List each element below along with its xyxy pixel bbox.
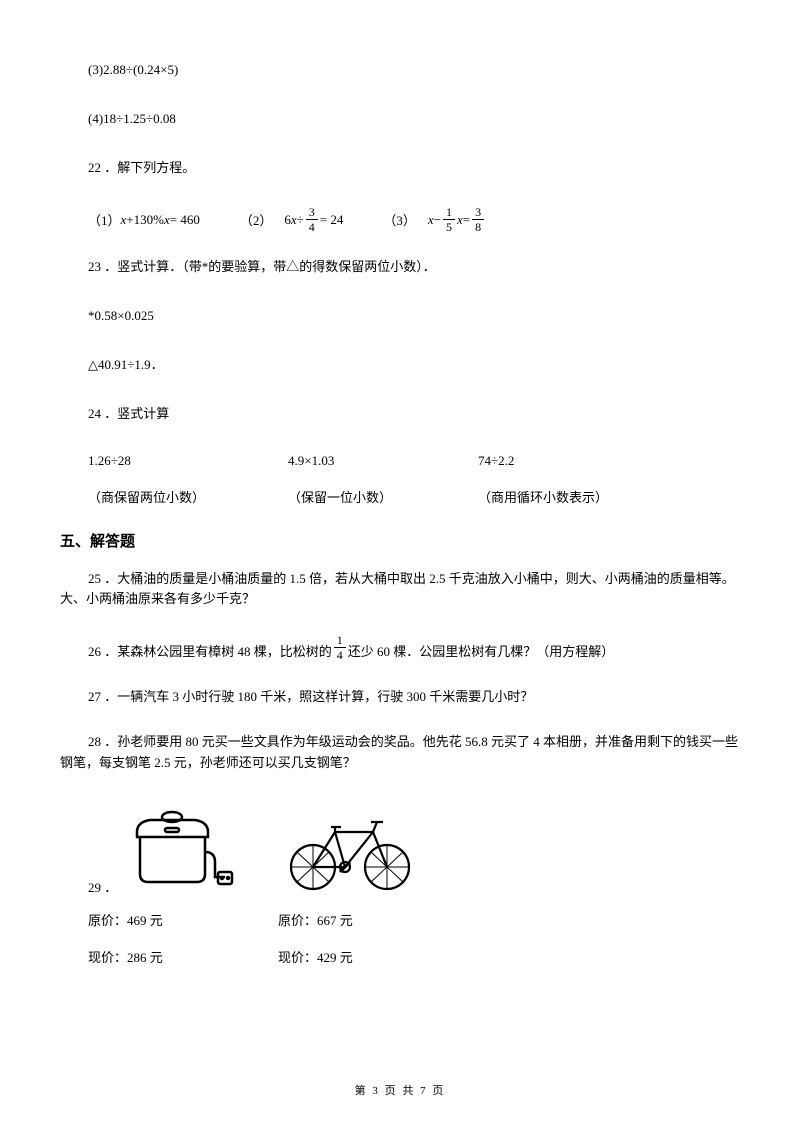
q24-problems: 1.26÷28 4.9×1.03 74÷2.2 <box>88 453 740 469</box>
orig-price-2: 原价：667 元 <box>278 910 353 929</box>
question-27: 27 ．一辆汽车 3 小时行驶 180 千米，照这样计算，行驶 300 千米需要… <box>88 687 740 708</box>
q26-frac: 1 4 <box>334 634 346 661</box>
q23-a: *0.58×0.025 <box>88 306 740 327</box>
q23-b: △40.91÷1.9． <box>88 355 740 376</box>
section-5-title: 五、解答题 <box>60 530 740 551</box>
problem-4: (4)18÷1.25÷0.08 <box>88 109 740 130</box>
page-footer: 第 3 页 共 7 页 <box>0 1082 800 1098</box>
eq2-frac: 3 4 <box>306 206 318 233</box>
eq2-prefix: （2） <box>240 210 273 229</box>
eq3: （3） x − 1 5 x = 3 8 <box>383 206 486 233</box>
question-26: 26 ．某森林公园里有樟树 48 棵，比松树的 1 4 还少 60 棵．公园里松… <box>88 634 740 663</box>
eq3-frac1: 1 5 <box>443 206 455 233</box>
eq3-f2-den: 8 <box>472 220 484 233</box>
question-24: 24 ．竖式计算 <box>88 404 740 425</box>
q24-c: 74÷2.2 <box>478 453 514 469</box>
eq1-rhs: = 460 <box>170 212 200 228</box>
problem-3: (3)2.88÷(0.24×5) <box>88 60 740 81</box>
eq3-f2-num: 3 <box>472 206 484 220</box>
q24-a: 1.26÷28 <box>88 453 288 469</box>
eq2-div: ÷ <box>297 212 304 228</box>
q26-frac-num: 1 <box>334 634 346 648</box>
current-price-row: 现价：286 元 现价：429 元 <box>88 947 740 966</box>
question-29-wrap: 29 ． <box>88 794 740 900</box>
eq2: （2） 6 x ÷ 3 4 = 24 <box>240 206 344 233</box>
eq3-f1-den: 5 <box>443 220 455 233</box>
question-28: 28 ．孙老师要用 80 元买一些文具作为年级运动会的奖品。他先花 56.8 元… <box>60 732 740 774</box>
eq1-prefix: （1） <box>88 210 121 229</box>
original-price-row: 原价：469 元 原价：667 元 <box>88 910 740 929</box>
bicycle-icon <box>285 812 415 892</box>
eq3-frac2: 3 8 <box>472 206 484 233</box>
eq1: （1） x +130% x = 460 <box>88 210 200 229</box>
q24-notes: （商保留两位小数） （保留一位小数） （商用循环小数表示） <box>88 487 740 506</box>
question-29-label: 29 ． <box>88 877 117 900</box>
q26-b: 还少 60 棵．公园里松树有几棵？（用方程解） <box>348 642 615 663</box>
q24-note-b: （保留一位小数） <box>288 487 478 506</box>
question-23: 23 ．竖式计算．（带*的要验算，带△的得数保留两位小数）． <box>88 257 740 278</box>
question-25: 25 ．大桶油的质量是小桶油质量的 1.5 倍，若从大桶中取出 2.5 千克油放… <box>60 569 740 611</box>
eq3-f1-num: 1 <box>443 206 455 220</box>
eq2-rhs: = 24 <box>320 212 344 228</box>
q24-note-c: （商用循环小数表示） <box>478 487 608 506</box>
q26-frac-den: 4 <box>334 648 346 661</box>
question-22: 22 ．解下列方程。 <box>88 158 740 179</box>
eq2-frac-den: 4 <box>306 220 318 233</box>
eq2-frac-num: 3 <box>306 206 318 220</box>
eq1-mid: +130% <box>126 212 164 228</box>
equation-row: （1） x +130% x = 460 （2） 6 x ÷ 3 4 = 24 （… <box>88 206 740 233</box>
eq3-minus: − <box>434 212 441 228</box>
orig-price-1: 原价：469 元 <box>88 910 278 929</box>
curr-price-1: 现价：286 元 <box>88 947 278 966</box>
eq3-eq: = <box>463 212 470 228</box>
q24-b: 4.9×1.03 <box>288 453 478 469</box>
eq3-prefix: （3） <box>383 210 416 229</box>
rice-cooker-icon <box>125 802 235 892</box>
q26-a: 26 ．某森林公园里有樟树 48 棵，比松树的 <box>88 642 332 663</box>
curr-price-2: 现价：429 元 <box>278 947 353 966</box>
q24-note-a: （商保留两位小数） <box>88 487 288 506</box>
